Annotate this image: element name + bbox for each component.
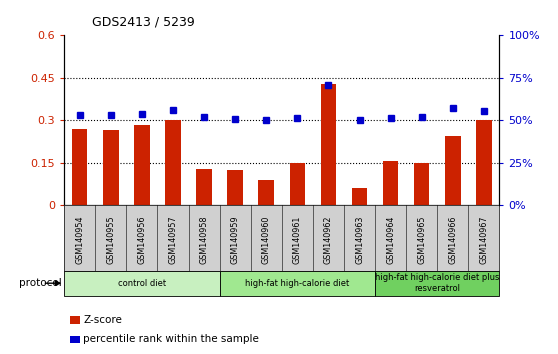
Bar <box>414 163 430 205</box>
Text: GSM140965: GSM140965 <box>417 215 426 264</box>
Text: GSM140956: GSM140956 <box>137 215 146 264</box>
Text: protocol: protocol <box>18 278 61 288</box>
Text: GSM140961: GSM140961 <box>293 215 302 263</box>
Bar <box>64 271 220 296</box>
Text: GSM140962: GSM140962 <box>324 215 333 264</box>
Text: GSM140964: GSM140964 <box>386 215 395 263</box>
Bar <box>476 120 492 205</box>
Bar <box>258 180 274 205</box>
Text: GSM140963: GSM140963 <box>355 215 364 263</box>
Bar <box>196 169 212 205</box>
Text: GSM140958: GSM140958 <box>200 215 209 264</box>
Text: GSM140967: GSM140967 <box>479 215 488 264</box>
Text: high-fat high-calorie diet plus
resveratrol: high-fat high-calorie diet plus resverat… <box>375 274 499 293</box>
Text: GSM140955: GSM140955 <box>107 215 116 264</box>
Bar <box>321 84 336 205</box>
Text: Z-score: Z-score <box>83 315 122 325</box>
Text: GSM140954: GSM140954 <box>75 215 84 264</box>
Text: high-fat high-calorie diet: high-fat high-calorie diet <box>245 279 349 288</box>
Bar <box>103 130 119 205</box>
Bar <box>445 136 460 205</box>
Bar <box>134 125 150 205</box>
Text: percentile rank within the sample: percentile rank within the sample <box>83 335 259 344</box>
Bar <box>352 188 367 205</box>
Text: control diet: control diet <box>118 279 166 288</box>
Bar <box>383 161 398 205</box>
Text: GSM140959: GSM140959 <box>230 215 239 264</box>
Text: GSM140960: GSM140960 <box>262 215 271 263</box>
Bar <box>165 120 181 205</box>
Bar <box>228 170 243 205</box>
Text: GDS2413 / 5239: GDS2413 / 5239 <box>92 15 195 28</box>
Text: GSM140957: GSM140957 <box>169 215 177 264</box>
Bar <box>220 271 375 296</box>
Bar <box>375 271 499 296</box>
Bar <box>290 163 305 205</box>
Bar <box>72 129 88 205</box>
Text: GSM140966: GSM140966 <box>448 215 457 263</box>
